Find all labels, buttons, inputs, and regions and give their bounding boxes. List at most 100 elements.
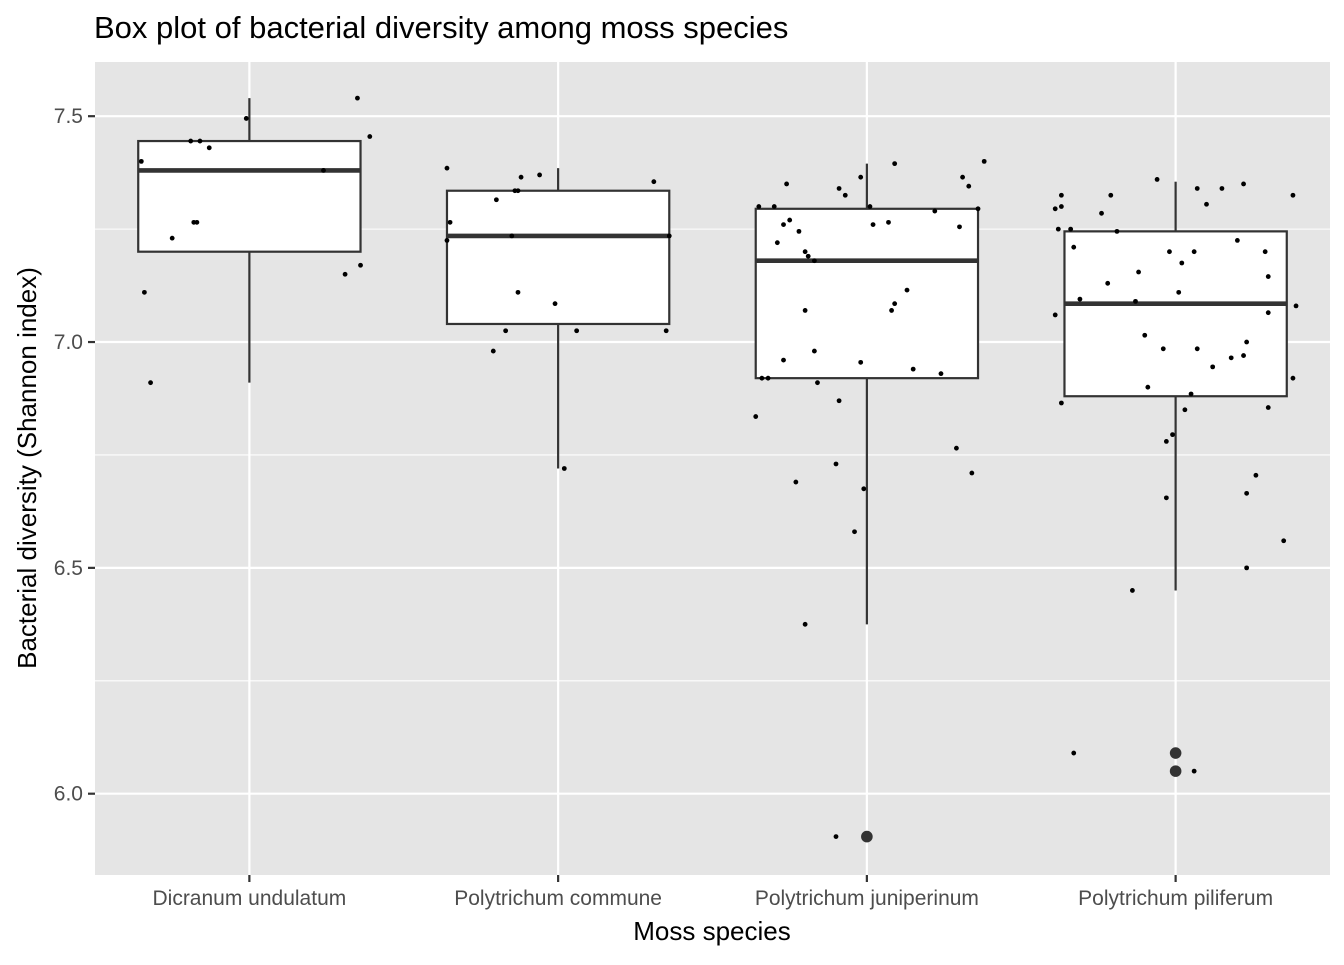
x-tick-label: Polytrichum juniperinum [755, 887, 979, 910]
jitter-point [509, 233, 515, 239]
jitter-point [1265, 310, 1271, 316]
jitter-point [444, 238, 450, 243]
jitter-point [781, 222, 786, 228]
jitter-point [1163, 439, 1169, 444]
jitter-points [138, 95, 1299, 840]
jitter-point [1068, 226, 1074, 232]
jitter-point [1204, 201, 1209, 207]
jitter-point [1142, 332, 1148, 338]
jitter-point [1179, 260, 1185, 266]
jitter-point [966, 183, 972, 189]
jitter-point [1188, 391, 1194, 397]
outlier-point [1169, 765, 1182, 777]
jitter-point [842, 192, 848, 198]
jitter-point [910, 366, 916, 372]
box-group [754, 163, 980, 843]
box-iqr [1063, 230, 1288, 398]
jitter-point [886, 219, 891, 225]
jitter-point [1058, 192, 1064, 198]
jitter-point [1244, 565, 1250, 571]
jitter-point [784, 181, 789, 187]
jitter-point [811, 258, 817, 264]
jitter-point [1194, 346, 1200, 352]
y-tick-label: 6.0 [54, 783, 83, 806]
outlier-point [861, 830, 873, 843]
jitter-point [861, 486, 867, 492]
jitter-point [870, 222, 876, 228]
jitter-point [1099, 210, 1104, 216]
jitter-point [188, 138, 194, 144]
y-axis-title: Bacterial diversity (Shannon index) [12, 267, 42, 669]
y-tick-label: 6.5 [54, 557, 83, 580]
jitter-point [796, 228, 802, 234]
jitter-point [781, 357, 786, 363]
jitter-point [537, 172, 542, 178]
x-tick-label: Dicranum undulatum [152, 887, 346, 910]
box-group [1063, 181, 1288, 777]
jitter-point [969, 470, 975, 476]
jitter-point [515, 289, 521, 295]
jitter-point [1265, 274, 1271, 279]
jitter-point [243, 116, 249, 121]
jitter-point [518, 174, 524, 180]
jitter-point [1191, 249, 1197, 255]
jitter-point [833, 834, 839, 840]
jitter-point [802, 308, 808, 313]
jitter-point [651, 179, 657, 185]
jitter-point [493, 197, 499, 203]
jitter-point [1160, 346, 1166, 352]
jitter-point [1071, 244, 1077, 250]
jitter-point [1052, 206, 1058, 212]
jitter-point [1105, 280, 1111, 286]
jitter-point [815, 380, 820, 386]
box-iqr [137, 139, 362, 253]
jitter-point [574, 328, 580, 334]
jitter-point [1194, 186, 1200, 191]
chart-title: Box plot of bacterial diversity among mo… [94, 10, 788, 45]
jitter-point [1154, 177, 1160, 182]
jitter-point [367, 134, 373, 139]
jitter-point [138, 158, 144, 164]
jitter-point [1114, 228, 1120, 234]
jitter-point [836, 398, 842, 404]
jitter-point [1244, 339, 1250, 345]
jitter-point [975, 206, 981, 212]
jitter-point [858, 174, 864, 180]
jitter-point [197, 138, 203, 144]
jitter-point [836, 186, 842, 191]
jitter-point [802, 621, 808, 627]
x-axis-title: Moss species [633, 916, 791, 946]
jitter-point [358, 262, 363, 268]
jitter-point [1170, 432, 1175, 438]
jitter-point [1167, 249, 1172, 255]
jitter-point [771, 204, 777, 209]
x-tick-label: Polytrichum piliferum [1078, 887, 1273, 910]
jitter-point [321, 168, 326, 173]
jitter-point [1108, 192, 1114, 198]
jitter-point [932, 208, 938, 214]
jitter-point [503, 328, 509, 334]
jitter-point [833, 461, 839, 467]
jitter-point [1234, 238, 1240, 243]
jitter-point [1228, 355, 1234, 361]
jitter-point [561, 466, 567, 471]
jitter-point [142, 289, 147, 295]
jitter-point [1055, 226, 1061, 232]
jitter-point [858, 359, 864, 365]
jitter-point [552, 301, 558, 307]
jitter-point [1293, 303, 1299, 309]
jitter-point [802, 249, 808, 255]
jitter-point [1210, 364, 1216, 370]
jitter-point [1136, 269, 1141, 275]
box-group [445, 168, 671, 469]
jitter-point [1241, 181, 1246, 187]
jitter-point [892, 161, 898, 167]
box-iqr [754, 207, 980, 380]
jitter-point [1253, 472, 1259, 478]
jitter-point [1058, 204, 1064, 209]
jitter-point [1241, 353, 1246, 358]
jitter-point [194, 219, 200, 225]
jitter-point [938, 371, 944, 377]
jitter-point [852, 529, 857, 535]
